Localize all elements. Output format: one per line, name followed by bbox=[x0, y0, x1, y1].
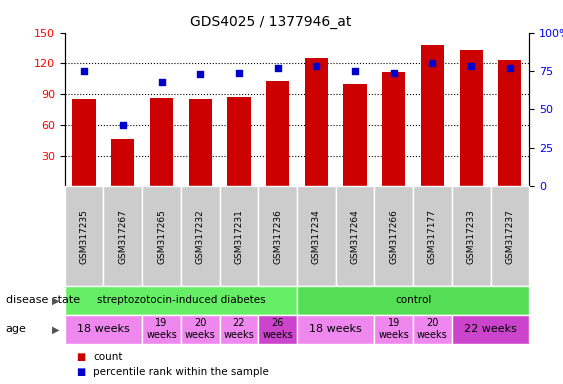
Point bbox=[428, 60, 437, 66]
Bar bbox=[258, 186, 297, 286]
Bar bbox=[258, 315, 297, 344]
Text: GSM317265: GSM317265 bbox=[157, 209, 166, 263]
Bar bbox=[382, 71, 405, 186]
Point bbox=[79, 68, 88, 74]
Bar bbox=[111, 139, 135, 186]
Text: percentile rank within the sample: percentile rank within the sample bbox=[93, 367, 269, 377]
Point bbox=[351, 68, 360, 74]
Point bbox=[389, 70, 398, 76]
Bar bbox=[305, 58, 328, 186]
Bar bbox=[452, 186, 490, 286]
Text: ▶: ▶ bbox=[52, 324, 59, 334]
Point bbox=[118, 122, 127, 128]
Point bbox=[467, 63, 476, 70]
Text: GSM317233: GSM317233 bbox=[467, 209, 476, 263]
Text: 20
weeks: 20 weeks bbox=[417, 318, 448, 340]
Point bbox=[312, 63, 321, 70]
Text: GSM317266: GSM317266 bbox=[389, 209, 398, 263]
Text: count: count bbox=[93, 352, 122, 362]
Bar bbox=[181, 186, 220, 286]
Text: 22
weeks: 22 weeks bbox=[224, 318, 254, 340]
Text: GSM317177: GSM317177 bbox=[428, 209, 437, 264]
Bar bbox=[65, 315, 142, 344]
Bar bbox=[452, 315, 529, 344]
Text: GSM317264: GSM317264 bbox=[351, 209, 360, 263]
Bar bbox=[336, 186, 374, 286]
Bar bbox=[498, 60, 521, 186]
Text: GSM317235: GSM317235 bbox=[79, 209, 88, 263]
Point bbox=[506, 65, 515, 71]
Text: ▶: ▶ bbox=[52, 295, 59, 306]
Point bbox=[273, 65, 282, 71]
Text: GSM317232: GSM317232 bbox=[196, 209, 205, 263]
Text: ■: ■ bbox=[76, 367, 85, 377]
Bar bbox=[266, 81, 289, 186]
Bar bbox=[220, 315, 258, 344]
Text: GSM317236: GSM317236 bbox=[273, 209, 282, 263]
Bar bbox=[413, 315, 452, 344]
Point bbox=[196, 71, 205, 77]
Bar bbox=[227, 97, 251, 186]
Text: 20
weeks: 20 weeks bbox=[185, 318, 216, 340]
Text: 22 weeks: 22 weeks bbox=[464, 324, 517, 334]
Bar bbox=[104, 186, 142, 286]
Text: 26
weeks: 26 weeks bbox=[262, 318, 293, 340]
Bar bbox=[65, 186, 104, 286]
Bar bbox=[73, 99, 96, 186]
Text: GDS4025 / 1377946_at: GDS4025 / 1377946_at bbox=[190, 15, 351, 29]
Text: 19
weeks: 19 weeks bbox=[378, 318, 409, 340]
Text: 18 weeks: 18 weeks bbox=[77, 324, 130, 334]
Text: control: control bbox=[395, 295, 431, 306]
Bar bbox=[189, 99, 212, 186]
Bar bbox=[150, 98, 173, 186]
Bar bbox=[459, 50, 482, 186]
Bar bbox=[343, 84, 367, 186]
Bar bbox=[142, 186, 181, 286]
Bar bbox=[421, 45, 444, 186]
Bar bbox=[65, 286, 297, 315]
Point bbox=[234, 70, 243, 76]
Bar bbox=[297, 286, 529, 315]
Bar bbox=[413, 186, 452, 286]
Text: age: age bbox=[6, 324, 26, 334]
Bar bbox=[490, 186, 529, 286]
Bar bbox=[374, 186, 413, 286]
Bar bbox=[220, 186, 258, 286]
Point bbox=[157, 79, 166, 85]
Text: GSM317234: GSM317234 bbox=[312, 209, 321, 263]
Text: GSM317237: GSM317237 bbox=[506, 209, 515, 263]
Bar bbox=[297, 315, 374, 344]
Bar bbox=[181, 315, 220, 344]
Bar bbox=[142, 315, 181, 344]
Text: GSM317231: GSM317231 bbox=[234, 209, 243, 263]
Text: ■: ■ bbox=[76, 352, 85, 362]
Text: streptozotocin-induced diabetes: streptozotocin-induced diabetes bbox=[96, 295, 265, 306]
Bar bbox=[374, 315, 413, 344]
Text: 18 weeks: 18 weeks bbox=[309, 324, 362, 334]
Text: GSM317267: GSM317267 bbox=[118, 209, 127, 263]
Bar bbox=[297, 186, 336, 286]
Text: 19
weeks: 19 weeks bbox=[146, 318, 177, 340]
Text: disease state: disease state bbox=[6, 295, 80, 306]
